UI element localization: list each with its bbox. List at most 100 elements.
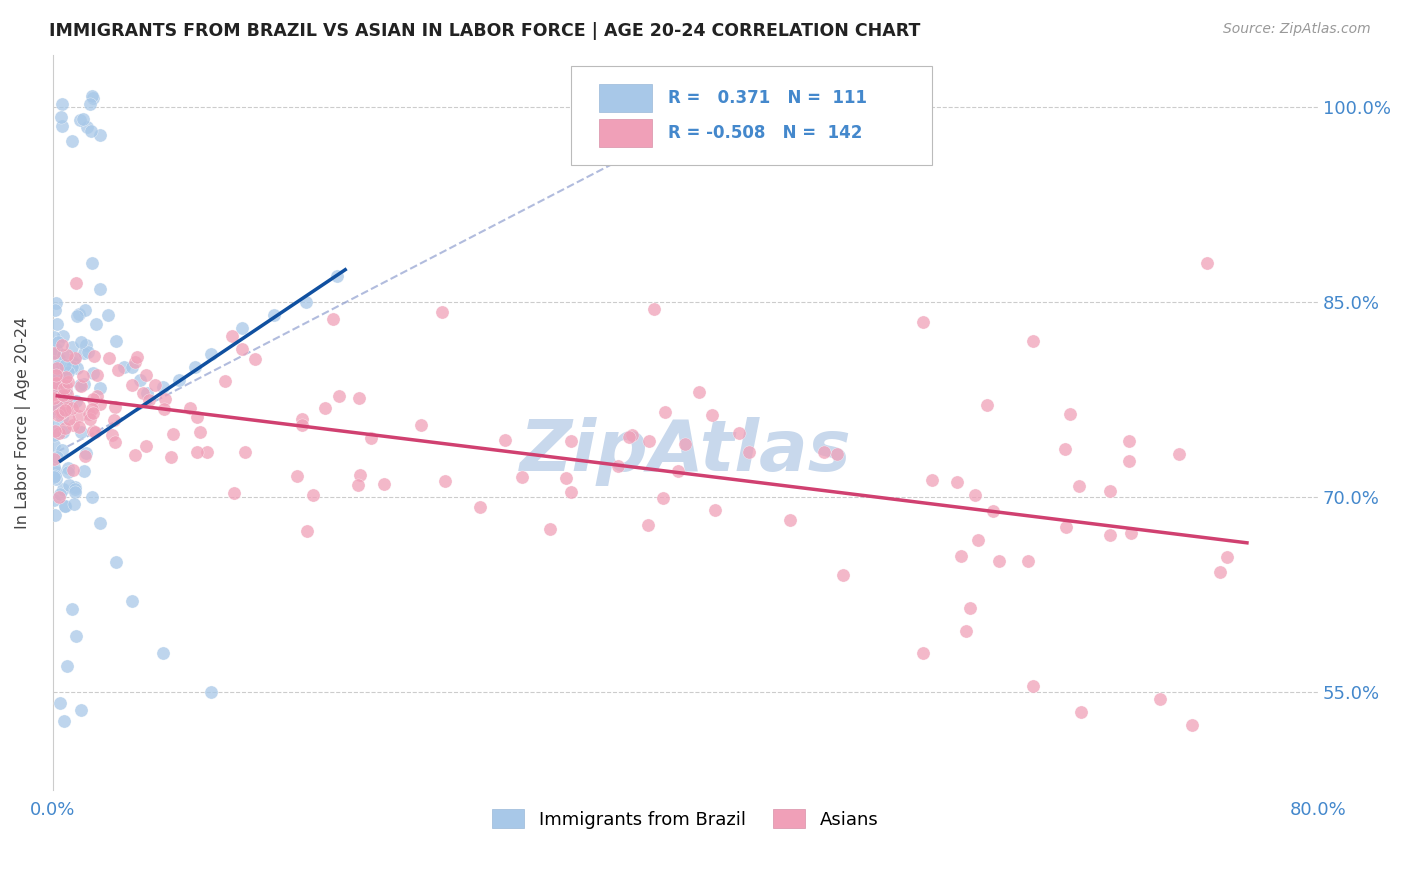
Point (1209, 565, 1232, 579)
Point (72, 368, 94, 383)
Point (45, 368, 67, 383)
Point (160, 450, 183, 464)
Point (617, 430, 640, 444)
Point (1022, 334, 1045, 349)
Point (911, 646, 934, 660)
Point (1017, 553, 1039, 567)
Point (470, 500, 492, 514)
Point (62, 356, 84, 370)
Point (179, 401, 201, 416)
Point (946, 475, 969, 489)
Point (86, 368, 108, 382)
Point (738, 445, 761, 459)
Legend: Immigrants from Brazil, Asians: Immigrants from Brazil, Asians (485, 802, 886, 836)
Point (1149, 691, 1171, 706)
Point (55, 358, 77, 372)
Point (643, 301, 665, 316)
Point (263, 308, 285, 322)
Point (46, 318, 69, 332)
Point (63, 484, 86, 499)
Point (80, 124, 103, 138)
Point (63, 351, 86, 365)
Point (494, 434, 516, 448)
Point (75, 303, 97, 318)
Point (233, 445, 256, 459)
Point (1070, 705, 1092, 719)
Point (955, 624, 977, 639)
Point (56, 365, 79, 379)
Point (45, 296, 67, 310)
Point (89, 397, 111, 411)
Point (1067, 478, 1090, 492)
Point (51, 442, 73, 457)
Point (143, 377, 166, 392)
Point (51, 96, 73, 111)
Point (135, 439, 157, 453)
Point (153, 392, 176, 406)
Point (200, 347, 222, 361)
Point (97, 308, 120, 322)
Point (76, 120, 98, 134)
Point (45, 342, 67, 356)
Point (360, 431, 382, 445)
Point (1180, 718, 1202, 732)
Point (1118, 454, 1140, 468)
Point (46, 409, 69, 423)
Point (75, 446, 97, 460)
FancyBboxPatch shape (599, 84, 652, 112)
Point (291, 418, 314, 433)
Point (195, 445, 218, 459)
Point (326, 269, 349, 284)
Point (1197, 256, 1219, 270)
Point (825, 447, 848, 461)
Point (186, 409, 208, 424)
Point (607, 458, 630, 473)
Point (1022, 679, 1045, 693)
Point (124, 448, 146, 462)
Point (1121, 526, 1143, 541)
Point (44, 387, 66, 401)
Point (48, 380, 70, 394)
Point (46, 400, 69, 414)
Point (86, 389, 108, 403)
Point (44, 469, 66, 483)
Point (66, 309, 89, 323)
Point (51, 119, 73, 133)
Point (1216, 550, 1239, 565)
Point (49, 400, 72, 414)
Point (53, 381, 76, 395)
Point (107, 363, 129, 377)
Point (89, 516, 111, 531)
Point (82, 366, 104, 380)
Point (294, 295, 316, 310)
Point (51, 411, 73, 425)
Point (89, 128, 111, 143)
Point (231, 321, 253, 335)
Point (45, 360, 67, 375)
Point (560, 485, 582, 500)
Point (49, 111, 72, 125)
Point (55, 500, 77, 514)
Point (42, 428, 65, 442)
Point (42, 470, 65, 484)
Point (63, 483, 86, 497)
Point (46, 359, 69, 373)
Point (959, 600, 981, 615)
Point (51, 338, 73, 352)
Point (654, 405, 676, 419)
Point (652, 491, 675, 505)
Point (832, 567, 855, 582)
Point (1059, 407, 1081, 421)
Point (136, 386, 159, 401)
Point (291, 412, 314, 426)
Text: ZipAtlas: ZipAtlas (519, 417, 851, 486)
Point (103, 412, 125, 426)
Point (80, 491, 103, 505)
Point (373, 476, 395, 491)
Point (52, 348, 75, 362)
Point (637, 517, 659, 532)
Point (214, 374, 236, 388)
Point (322, 312, 344, 326)
Point (46, 335, 69, 350)
Point (73, 464, 96, 478)
